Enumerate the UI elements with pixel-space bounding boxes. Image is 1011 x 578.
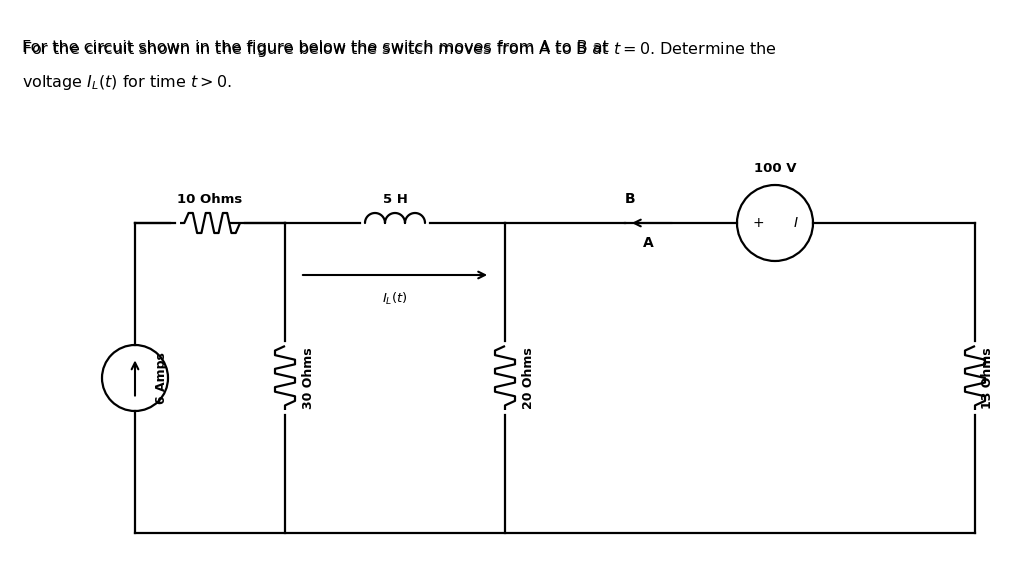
Text: 20 Ohms: 20 Ohms	[522, 347, 535, 409]
Text: $I_L(t)$: $I_L(t)$	[382, 291, 407, 307]
Text: 30 Ohms: 30 Ohms	[301, 347, 314, 409]
Text: For the circuit shown in the figure below the switch moves from A to B at $t=0$.: For the circuit shown in the figure belo…	[22, 40, 776, 59]
Text: voltage $I_L(t)$ for time $t>0$.: voltage $I_L(t)$ for time $t>0$.	[22, 73, 232, 92]
Text: 100 V: 100 V	[753, 162, 796, 175]
Text: B: B	[624, 192, 635, 206]
Text: I: I	[793, 216, 798, 230]
Text: 5 H: 5 H	[382, 193, 407, 206]
Text: 13 Ohms: 13 Ohms	[980, 347, 993, 409]
Text: A: A	[642, 236, 653, 250]
Text: +: +	[751, 216, 763, 230]
Text: 10 Ohms: 10 Ohms	[177, 193, 243, 206]
Text: For the circuit shown in the figure below the switch moves from A to B at: For the circuit shown in the figure belo…	[22, 40, 614, 55]
Text: For the circuit shown in the figure below the switch moves from A to B at t=0. D: For the circuit shown in the figure belo…	[22, 40, 770, 55]
Text: 6 Amps: 6 Amps	[155, 352, 168, 404]
